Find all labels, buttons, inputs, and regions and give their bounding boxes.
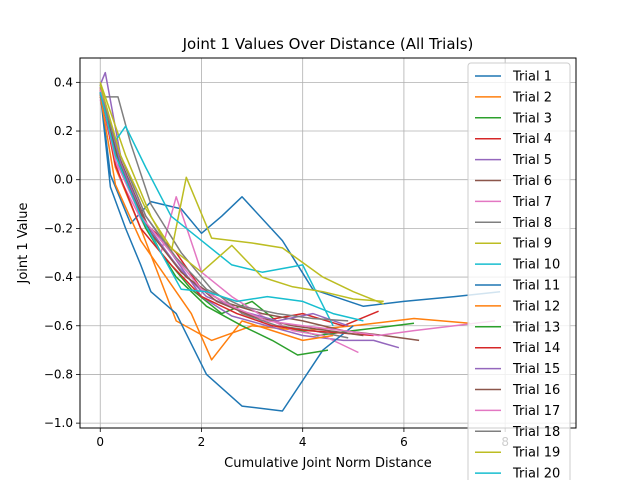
legend-label: Trial 6 — [512, 174, 552, 189]
series-line — [99, 84, 384, 303]
series-lines — [99, 71, 501, 412]
series-line — [99, 71, 400, 349]
legend-label: Trial 17 — [512, 404, 560, 419]
legend-label: Trial 9 — [512, 237, 552, 252]
y-tick-label: −1.0 — [44, 416, 73, 430]
y-tick-label: −0.4 — [44, 270, 73, 284]
series-line — [99, 94, 334, 327]
y-tick-label: −0.2 — [44, 221, 73, 235]
x-tick-label: 4 — [299, 435, 307, 449]
series-line — [99, 89, 374, 337]
legend-label: Trial 1 — [512, 70, 552, 85]
series-line — [99, 87, 349, 327]
y-axis-label: Joint 1 Value — [16, 203, 31, 285]
legend-label: Trial 3 — [512, 111, 552, 126]
legend-label: Trial 13 — [512, 320, 560, 335]
y-tick-label: 0.0 — [54, 173, 73, 187]
series-line — [99, 92, 354, 412]
series-line — [99, 94, 349, 322]
y-tick-label: 0.2 — [54, 124, 73, 138]
series-line — [99, 91, 364, 322]
legend: Trial 1 Trial 2 Trial 3 Trial 4 Trial 5 Trial… — [467, 62, 571, 480]
axes-frame — [79, 57, 577, 429]
legend-label: Trial 8 — [512, 216, 552, 231]
legend-label: Trial 16 — [512, 383, 560, 398]
y-tick-label: −0.6 — [44, 319, 73, 333]
x-tick-label: 0 — [96, 435, 104, 449]
legend-label: Trial 11 — [512, 279, 560, 294]
legend-label: Trial 4 — [512, 132, 552, 147]
legend-label: Trial 12 — [512, 299, 560, 314]
legend-label: Trial 5 — [512, 153, 552, 168]
y-tick-label: 0.4 — [54, 75, 73, 89]
series-line — [99, 94, 334, 361]
legend-label: Trial 18 — [512, 425, 560, 440]
y-tick-label: −0.8 — [44, 367, 73, 381]
x-tick-label: 2 — [198, 435, 206, 449]
chart-title: Joint 1 Values Over Distance (All Trials… — [182, 35, 474, 53]
legend-label: Trial 14 — [512, 341, 560, 356]
series-line — [99, 92, 501, 308]
x-tick-label: 6 — [400, 435, 408, 449]
series-line — [99, 82, 384, 305]
legend-label: Trial 2 — [512, 90, 552, 105]
legend-label: Trial 20 — [512, 467, 560, 480]
legend-label: Trial 15 — [512, 362, 560, 377]
legend-label: Trial 10 — [512, 258, 560, 273]
legend-label: Trial 7 — [512, 195, 552, 210]
x-axis-label: Cumulative Joint Norm Distance — [224, 456, 432, 471]
axis-ticks: 02468−1.0−0.8−0.6−0.4−0.20.00.20.4 — [44, 75, 509, 449]
legend-label: Trial 19 — [512, 446, 560, 461]
legend-box — [467, 62, 571, 480]
